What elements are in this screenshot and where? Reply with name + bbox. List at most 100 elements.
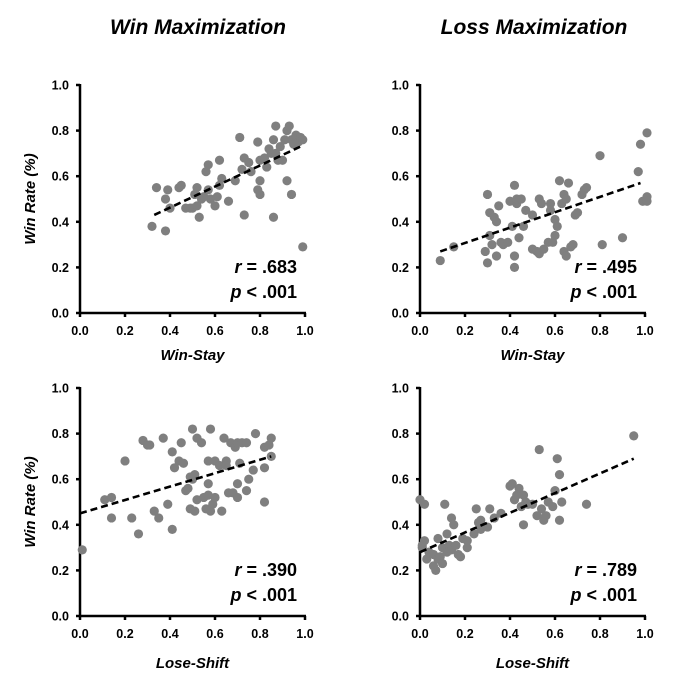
data-point xyxy=(491,251,502,261)
data-point xyxy=(158,433,168,443)
data-point xyxy=(298,135,308,145)
data-point xyxy=(480,246,490,257)
data-point xyxy=(534,444,544,455)
data-point xyxy=(509,251,520,261)
data-point xyxy=(250,429,261,439)
data-point xyxy=(145,440,155,450)
data-point xyxy=(217,173,227,184)
x-tick-label: 0.8 xyxy=(591,627,608,641)
x-tick-label: 0.2 xyxy=(456,627,473,641)
data-point xyxy=(440,499,450,509)
data-point xyxy=(169,463,180,473)
x-tick-label: 0.0 xyxy=(411,324,428,338)
y-tick-label: 0.8 xyxy=(52,427,69,441)
data-point xyxy=(176,180,186,190)
data-point xyxy=(214,460,225,471)
data-point xyxy=(266,433,276,443)
data-point xyxy=(239,210,249,220)
p-symbol: p xyxy=(569,282,586,302)
data-point xyxy=(194,212,204,222)
trend-line xyxy=(419,457,635,554)
data-point xyxy=(485,230,495,241)
data-point xyxy=(539,244,549,254)
x-tick-label: 1.0 xyxy=(636,324,653,338)
data-point xyxy=(268,135,279,145)
data-point xyxy=(259,153,270,163)
y-tick-label: 1.0 xyxy=(52,79,69,93)
data-point xyxy=(514,233,524,243)
data-point xyxy=(210,492,220,503)
data-point xyxy=(433,533,443,544)
x-tick-label: 0.2 xyxy=(456,324,473,338)
data-point xyxy=(536,504,547,514)
data-point xyxy=(545,205,556,215)
data-point xyxy=(244,474,254,484)
data-point xyxy=(494,201,504,211)
x-axis-label: Win-Stay xyxy=(500,347,565,364)
data-point xyxy=(548,501,558,512)
data-point xyxy=(568,240,578,250)
p-symbol: p xyxy=(229,282,246,302)
correlation-r: r = .390 xyxy=(234,560,297,580)
trend-line xyxy=(153,145,302,217)
data-point xyxy=(633,167,643,177)
data-point xyxy=(262,162,272,172)
x-tick-label: 1.0 xyxy=(636,627,653,641)
data-point xyxy=(244,157,254,168)
column-title-win-maximization: Win Maximization xyxy=(110,16,286,39)
data-point xyxy=(482,258,493,268)
data-point xyxy=(545,198,556,209)
y-tick-label: 0.2 xyxy=(52,564,69,578)
scatter-panel-2: 0.0 0.2 0.4 0.6 0.8 1.0 0.0 0.2 0.4 0.6 0.8 1.0 Win-… xyxy=(392,79,654,365)
data-point xyxy=(178,458,189,468)
y-tick-label: 1.0 xyxy=(392,382,409,396)
scatter-panel-4: 0.0 0.2 0.4 0.6 0.8 1.0 0.0 0.2 0.4 0.6 0.8 1.0 Lose… xyxy=(392,382,654,673)
data-point xyxy=(550,230,560,241)
data-point xyxy=(255,176,265,186)
trend-line xyxy=(79,455,272,515)
p-value: p < .001 xyxy=(229,585,297,605)
x-tick-label: 1.0 xyxy=(296,627,313,641)
x-axis-label: Lose-Shift xyxy=(156,655,230,672)
y-tick-label: 0.0 xyxy=(392,610,409,624)
y-tick-label: 0.6 xyxy=(52,473,69,487)
p-symbol: p xyxy=(569,585,586,605)
data-point xyxy=(203,479,213,489)
data-point xyxy=(275,141,285,152)
data-point xyxy=(167,447,177,457)
x-axis-label: Win-Stay xyxy=(160,347,225,364)
column-title-loss-maximization: Loss Maximization xyxy=(441,16,628,39)
r-value: = .683 xyxy=(246,257,297,277)
data-point xyxy=(183,483,193,493)
data-point xyxy=(552,221,562,231)
data-point xyxy=(554,515,565,525)
x-tick-label: 0.6 xyxy=(546,324,563,338)
data-point xyxy=(271,121,281,131)
data-point xyxy=(455,552,466,562)
data-point xyxy=(259,463,270,473)
y-tick-label: 0.0 xyxy=(392,307,409,321)
data-point xyxy=(476,515,486,525)
data-point xyxy=(248,465,258,475)
data-point xyxy=(487,240,497,250)
data-point xyxy=(554,176,565,186)
x-tick-label: 0.2 xyxy=(116,324,133,338)
r-value: = .789 xyxy=(586,560,637,580)
data-point xyxy=(462,543,472,553)
data-point xyxy=(442,529,452,539)
data-point xyxy=(133,529,144,539)
data-point xyxy=(163,499,173,509)
data-point xyxy=(552,454,562,464)
data-point xyxy=(163,185,173,195)
correlation-r: r = .683 xyxy=(234,257,297,277)
data-point xyxy=(284,121,294,131)
data-point xyxy=(437,558,448,569)
data-point xyxy=(246,167,256,177)
x-tick-label: 0.4 xyxy=(161,627,178,641)
data-point xyxy=(205,424,216,434)
data-point xyxy=(642,128,652,138)
data-point xyxy=(435,255,445,266)
data-point xyxy=(518,221,529,231)
x-tick-label: 0.0 xyxy=(411,627,428,641)
data-point xyxy=(277,155,288,165)
